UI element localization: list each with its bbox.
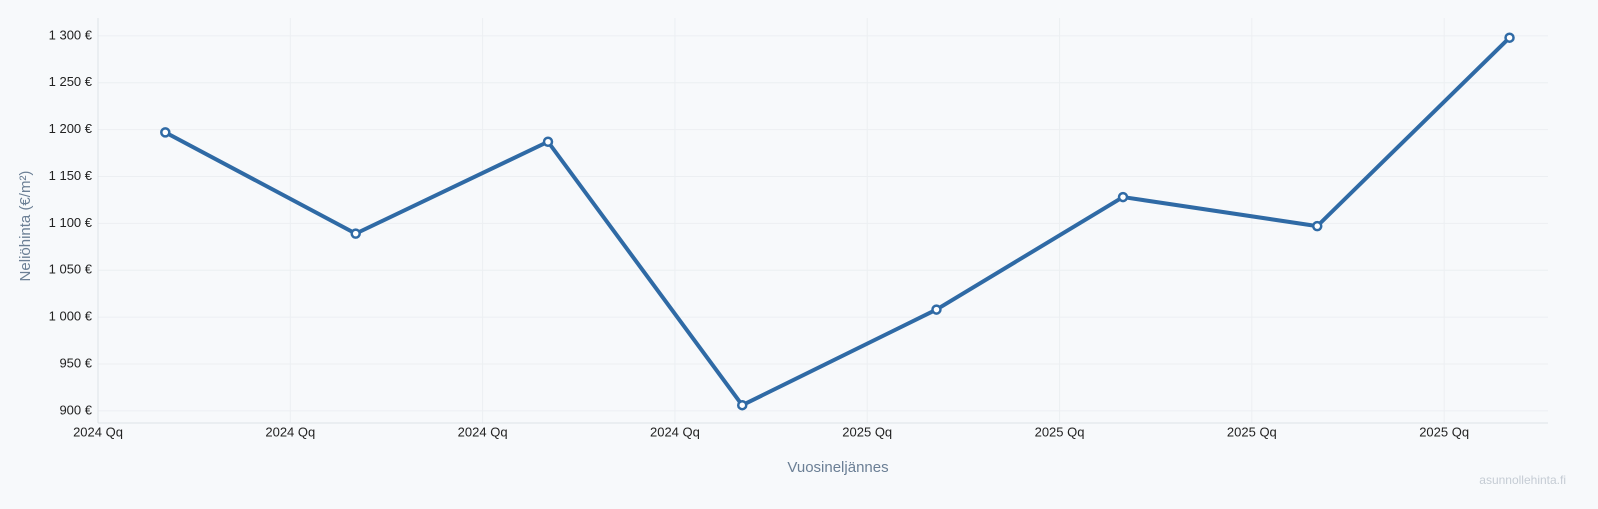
point	[350, 228, 361, 239]
point	[931, 304, 942, 315]
point	[736, 399, 748, 411]
x-axis-title: Vuosineljännes	[787, 459, 888, 476]
x-tick-label: 2025 Qq	[1227, 424, 1277, 439]
y-tick-label: 1 100 €	[49, 215, 93, 230]
line	[164, 36, 1511, 408]
y-tick-label: 1 000 €	[49, 309, 93, 324]
y-tick-label: 1 300 €	[49, 27, 93, 42]
y-tick-label: 1 050 €	[49, 262, 93, 277]
y-tick-label: 1 200 €	[49, 121, 93, 136]
point	[1117, 191, 1129, 203]
y-tick-label: 900 €	[59, 402, 92, 417]
x-tick-label: 2024 Qq	[73, 424, 123, 439]
point	[1504, 32, 1515, 43]
point	[542, 136, 554, 147]
y-axis-title: Neliöhinta (€/m²)	[17, 171, 34, 282]
point	[1311, 220, 1323, 232]
x-tick-label: 2025 Qq	[842, 424, 892, 439]
y-tick-label: 1 250 €	[49, 74, 93, 89]
watermark: asunnollehinta.fi	[1479, 473, 1566, 487]
x-tick-label: 2024 Qq	[458, 424, 508, 439]
x-tick-label: 2024 Qq	[265, 424, 315, 439]
x-tick-label: 2025 Qq	[1419, 424, 1469, 439]
x-tick-label: 2024 Qq	[650, 424, 700, 439]
y-tick-label: 950 €	[59, 355, 92, 370]
y-tick-label: 1 150 €	[49, 168, 93, 183]
x-tick-label: 2025 Qq	[1035, 424, 1085, 439]
point	[160, 127, 171, 138]
